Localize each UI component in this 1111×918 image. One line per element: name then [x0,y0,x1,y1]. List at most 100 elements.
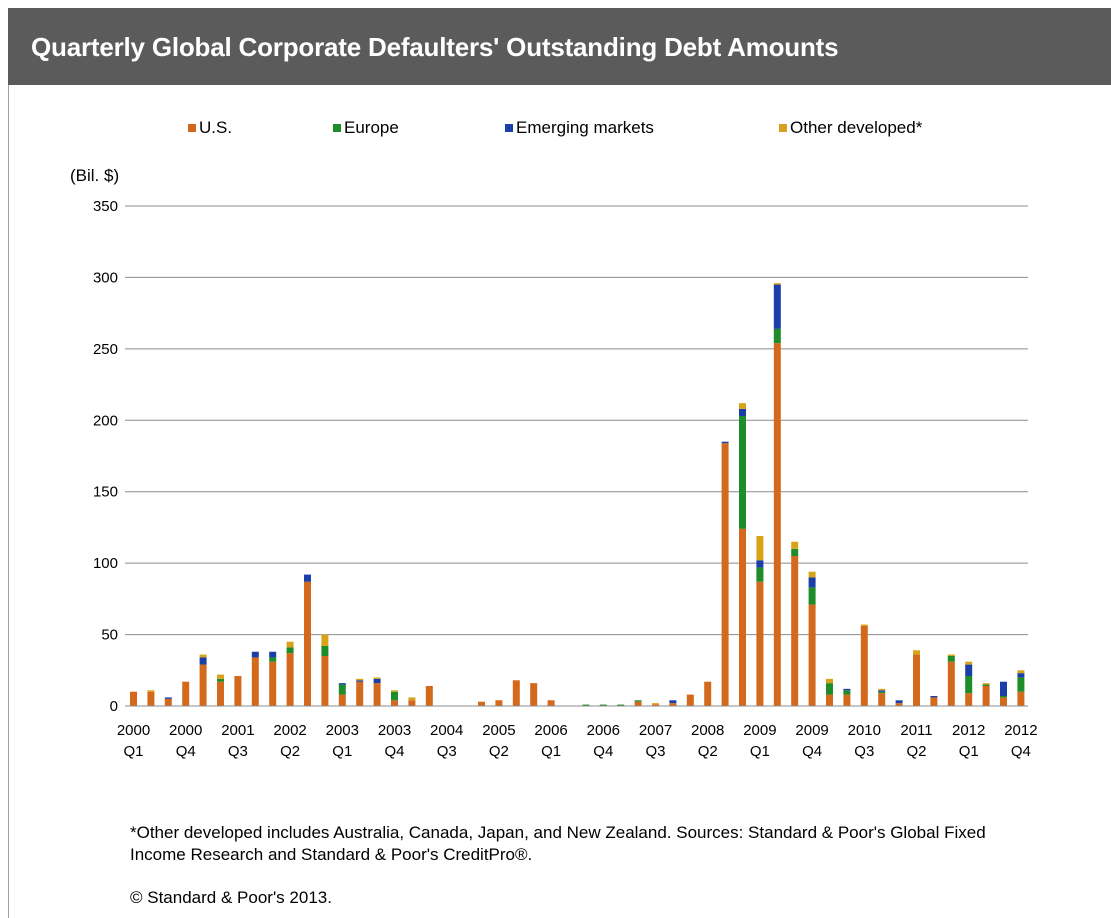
x-tick-label-quarter: Q3 [437,743,457,760]
bar-segment [373,678,381,684]
x-tick-label-quarter: Q2 [698,743,718,760]
bar-segment [739,408,746,416]
bar-segment [878,693,886,706]
legend-swatch-us [188,124,196,132]
bar-segment [1000,697,1007,706]
bar-segment [669,700,677,704]
x-tick-label-quarter: Q4 [384,743,404,760]
bar-segment [930,697,938,706]
x-tick-label-year: 2012 [952,722,985,739]
bar-segment [686,694,694,706]
frame-border [8,85,9,918]
bar-segment [1000,696,1007,698]
bar-segment [199,657,207,665]
bar-segment [773,328,781,344]
bar-segment [878,690,886,692]
x-tick-label-quarter: Q4 [176,743,196,760]
bar-segment [147,690,155,692]
bar-segment [269,657,277,662]
y-tick-label: 200 [93,412,118,429]
x-tick-label-year: 2002 [273,722,306,739]
bar-segment [530,683,538,706]
bar-segment [947,654,955,656]
bar-segment [808,604,816,706]
x-tick-label-quarter: Q3 [228,743,248,760]
bar-segment [251,657,259,706]
bar-segment [356,681,364,706]
legend-item-europe: Europe [333,118,399,138]
bar-segment [773,343,781,706]
legend-swatch-other [779,124,787,132]
bar-segment [808,571,816,578]
bar-segment [878,691,886,694]
x-tick-label-year: 2010 [848,722,881,739]
bar-segment [1017,677,1025,692]
x-tick-label-year: 2000 [117,722,150,739]
x-tick-label-year: 2011 [900,722,932,739]
x-tick-label-year: 2003 [378,722,411,739]
bar-segment [408,700,416,706]
bar-segment [217,674,224,679]
bar-segment [147,691,155,706]
legend-item-emerging: Emerging markets [505,118,654,138]
x-tick-label-year: 2006 [587,722,620,739]
bar-segment [843,694,851,706]
bar-segment [965,676,973,694]
x-tick-label-quarter: Q4 [593,743,613,760]
bar-segment [286,647,294,654]
legend-swatch-europe [333,124,341,132]
bar-segment [826,678,833,684]
bar-segment [617,704,625,706]
y-tick-label: 300 [93,269,118,286]
bar-segment [199,664,207,706]
bar-segment [512,680,520,706]
bar-segment [234,676,242,706]
bar-segment [895,700,903,704]
x-tick-label-year: 2001 [221,722,254,739]
x-tick-label-quarter: Q1 [123,743,143,760]
x-tick-label-quarter: Q4 [802,743,822,760]
bar-segment [391,690,398,692]
bar-segment [1017,673,1025,678]
bar-segment [826,683,833,695]
bar-segment [321,656,329,706]
bar-segment [425,686,433,706]
x-tick-label-quarter: Q1 [332,743,352,760]
y-tick-label: 100 [93,555,118,572]
x-tick-label-quarter: Q3 [645,743,665,760]
legend-item-other: Other developed* [779,118,922,138]
bar-segment [721,443,729,706]
bar-segment [982,686,990,706]
y-tick-label: 250 [93,341,118,358]
x-tick-label-quarter: Q1 [541,743,561,760]
bar-segment [269,651,277,658]
bar-segment [704,681,712,706]
bar-segment [304,574,311,582]
x-tick-label-year: 2007 [639,722,672,739]
bar-segment [860,624,868,626]
bar-segment [356,680,364,682]
x-tick-label-year: 2004 [430,722,463,739]
bar-segment [304,581,311,706]
bar-segment [982,684,990,686]
bar-segment [634,701,642,706]
bar-segment [373,677,381,679]
bar-segment [721,441,729,444]
x-tick-label-quarter: Q2 [280,743,300,760]
bar-segment [495,700,503,706]
legend-label-europe: Europe [344,118,399,137]
bar-segment [338,684,346,695]
legend-label-emerging: Emerging markets [516,118,654,137]
bar-segment [965,693,973,706]
x-tick-label-year: 2006 [534,722,567,739]
copyright: © Standard & Poor's 2013. [130,888,332,907]
y-axis-label: (Bil. $) [70,166,120,185]
bar-segment [1017,691,1025,706]
bar-segment [895,703,903,706]
bar-segment [652,703,659,705]
legend-label-us: U.S. [199,118,233,137]
bar-segment [982,683,990,685]
bar-segment [791,541,799,549]
bar-segment [251,651,259,658]
